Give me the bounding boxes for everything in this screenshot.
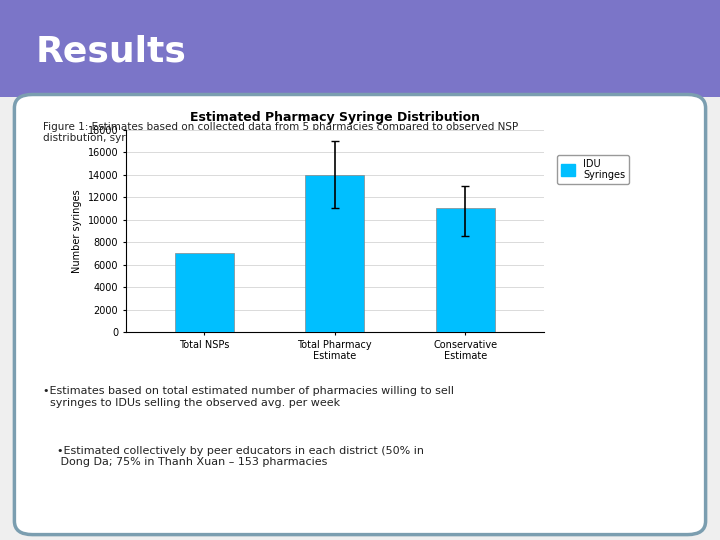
Legend: IDU
Syringes: IDU Syringes <box>557 155 629 184</box>
Text: Figure 1: Estimates based on collected data from 5 pharmacies compared to observ: Figure 1: Estimates based on collected d… <box>43 122 518 143</box>
Y-axis label: Number syringes: Number syringes <box>72 189 82 273</box>
Text: •Estimates based on total estimated number of pharmacies willing to sell
  syrin: •Estimates based on total estimated numb… <box>43 386 454 408</box>
Title: Estimated Pharmacy Syringe Distribution: Estimated Pharmacy Syringe Distribution <box>190 111 480 124</box>
Bar <box>175 253 234 332</box>
FancyBboxPatch shape <box>0 0 720 97</box>
Text: •Estimated collectively by peer educators in each district (50% in
     Dong Da;: •Estimated collectively by peer educator… <box>43 446 424 467</box>
Text: Results: Results <box>36 35 187 68</box>
Bar <box>305 174 364 332</box>
Bar <box>436 208 495 332</box>
FancyBboxPatch shape <box>14 94 706 535</box>
